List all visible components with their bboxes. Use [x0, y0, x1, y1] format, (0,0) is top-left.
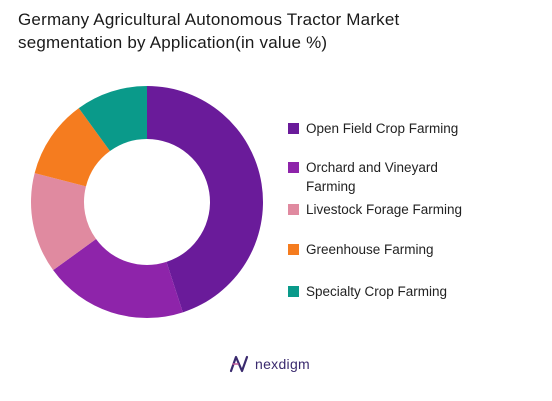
legend-item-orchard: Orchard and Vineyard Farming: [288, 158, 506, 196]
chart-title: Germany Agricultural Autonomous Tractor …: [18, 8, 538, 54]
legend-label: Orchard and Vineyard Farming: [306, 158, 506, 196]
legend-label: Specialty Crop Farming: [306, 282, 506, 301]
legend-swatch: [288, 286, 299, 297]
donut-chart: [31, 86, 263, 318]
legend-label: Livestock Forage Farming: [306, 200, 506, 219]
legend-item-livestock: Livestock Forage Farming: [288, 200, 506, 219]
legend-item-greenhouse: Greenhouse Farming: [288, 240, 506, 259]
legend-label-line: Livestock Forage Farming: [306, 202, 463, 217]
brand-name: nexdigm: [255, 356, 311, 372]
legend-item-open-field: Open Field Crop Farming: [288, 119, 506, 138]
legend-swatch: [288, 244, 299, 255]
legend-label-line: Orchard and Vineyard: [306, 160, 438, 175]
legend-swatch: [288, 204, 299, 215]
donut-slice-livestock: [31, 173, 97, 271]
chart-title-line-2: segmentation by Application(in value %): [18, 33, 328, 52]
nexdigm-logo-icon: [229, 355, 249, 373]
legend-label-line: Specialty Crop Farming: [306, 284, 448, 299]
legend-swatch: [288, 123, 299, 134]
brand-logo: nexdigm: [229, 354, 310, 374]
donut-slice-open-field: [147, 86, 263, 313]
legend-label-line: Farming: [306, 179, 356, 194]
legend-label-line: Open Field Crop Farming: [306, 121, 459, 136]
legend-label: Open Field Crop Farming: [306, 119, 506, 138]
legend-label-line: Greenhouse Farming: [306, 242, 434, 257]
donut-slice-orchard: [53, 239, 183, 318]
chart-title-line-1: Germany Agricultural Autonomous Tractor …: [18, 10, 400, 29]
legend-item-specialty: Specialty Crop Farming: [288, 282, 506, 301]
legend-label: Greenhouse Farming: [306, 240, 506, 259]
legend-swatch: [288, 162, 299, 173]
donut-slice-greenhouse: [34, 108, 110, 187]
donut-slice-specialty: [78, 86, 147, 152]
